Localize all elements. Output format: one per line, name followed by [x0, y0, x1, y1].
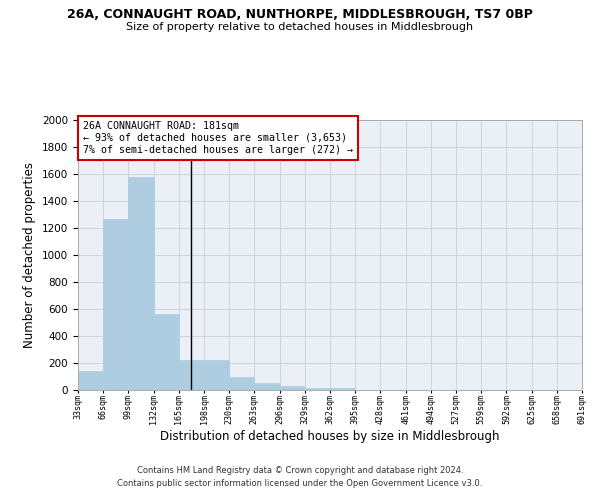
Bar: [204, 360, 229, 390]
Bar: [78, 371, 103, 390]
Bar: [128, 178, 154, 390]
Bar: [280, 386, 305, 390]
Text: Contains HM Land Registry data © Crown copyright and database right 2024.
Contai: Contains HM Land Registry data © Crown c…: [118, 466, 482, 487]
Y-axis label: Number of detached properties: Number of detached properties: [23, 162, 37, 348]
Bar: [154, 314, 179, 390]
Text: Size of property relative to detached houses in Middlesbrough: Size of property relative to detached ho…: [127, 22, 473, 32]
Bar: [305, 388, 330, 390]
Bar: [254, 383, 280, 390]
Bar: [103, 218, 128, 390]
Bar: [179, 360, 204, 390]
Bar: [330, 388, 355, 390]
Text: 26A CONNAUGHT ROAD: 181sqm
← 93% of detached houses are smaller (3,653)
7% of se: 26A CONNAUGHT ROAD: 181sqm ← 93% of deta…: [83, 122, 353, 154]
X-axis label: Distribution of detached houses by size in Middlesbrough: Distribution of detached houses by size …: [160, 430, 500, 442]
Bar: [229, 377, 254, 390]
Text: 26A, CONNAUGHT ROAD, NUNTHORPE, MIDDLESBROUGH, TS7 0BP: 26A, CONNAUGHT ROAD, NUNTHORPE, MIDDLESB…: [67, 8, 533, 20]
